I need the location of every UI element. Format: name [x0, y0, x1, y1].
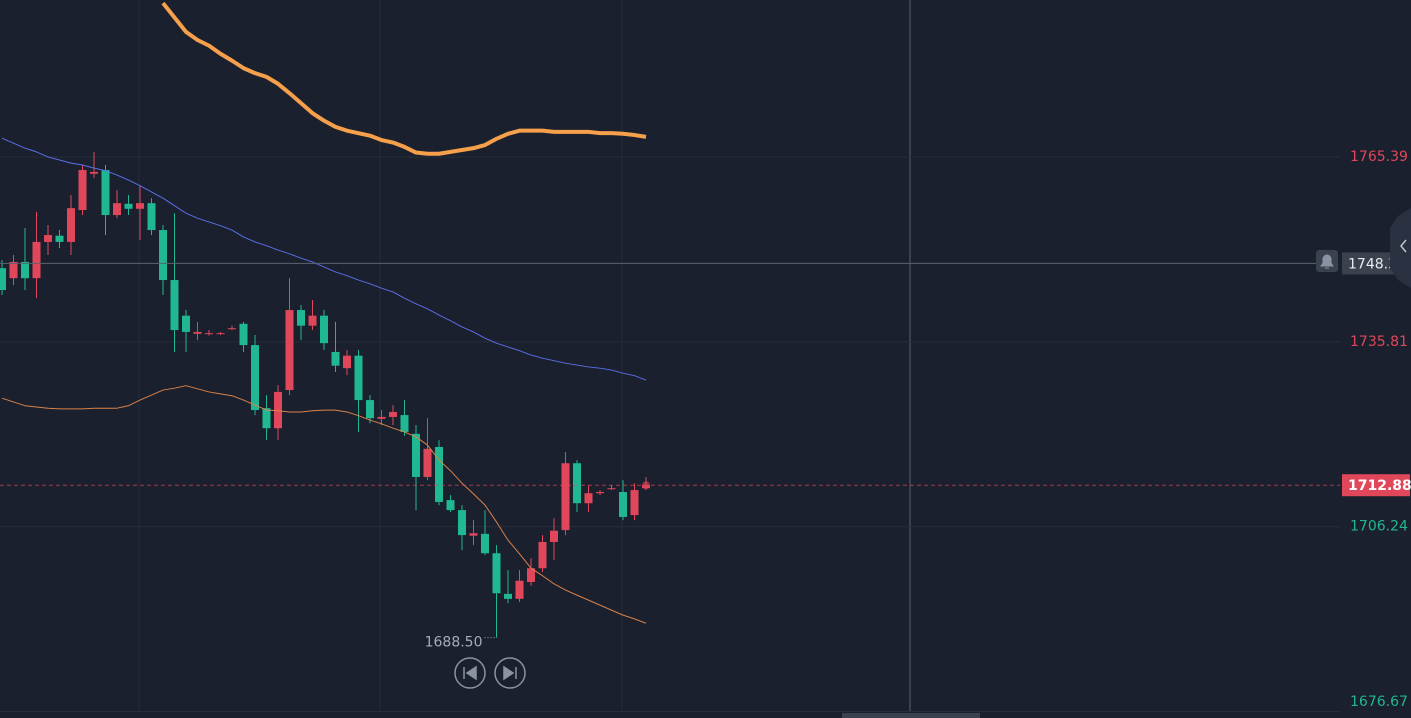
- candle-body: [262, 408, 271, 429]
- candle-body: [90, 171, 98, 174]
- next-button[interactable]: [494, 657, 526, 689]
- crosshair-badge: [1342, 252, 1404, 275]
- bell-icon: [1320, 254, 1334, 269]
- candle-body: [193, 331, 202, 334]
- candle-body: [113, 203, 121, 216]
- candle-body: [435, 446, 443, 502]
- candle-body: [182, 315, 190, 332]
- candle-body: [32, 241, 41, 279]
- candle-body: [573, 463, 581, 504]
- candle-body: [124, 203, 133, 209]
- candle-body: [147, 203, 156, 231]
- prev-icon: [463, 665, 477, 681]
- replay-buttons[interactable]: [454, 657, 526, 689]
- candle-body: [354, 355, 363, 401]
- candle-body: [67, 208, 75, 242]
- candle-body: [366, 400, 374, 419]
- candle-body: [101, 170, 110, 216]
- candle-body: [607, 488, 616, 490]
- candle-body: [458, 510, 466, 536]
- candle-body: [504, 593, 512, 599]
- candle-body: [584, 493, 593, 504]
- candle-body: [515, 580, 524, 599]
- candle-body: [170, 280, 179, 331]
- candle-body: [619, 491, 627, 517]
- candle-body: [78, 170, 87, 211]
- y-tick-label: 1765.39: [1350, 149, 1408, 165]
- low-annotation: 1688.50: [425, 635, 483, 651]
- candle-body: [446, 500, 455, 511]
- candle-body: [469, 533, 478, 536]
- candle-body: [216, 333, 225, 335]
- candle-body: [331, 351, 340, 366]
- candle-body: [21, 261, 29, 279]
- side-panel-toggle[interactable]: [1390, 208, 1411, 288]
- candle-body: [412, 433, 420, 477]
- scrollbar[interactable]: [842, 713, 980, 718]
- candle-body: [55, 235, 64, 242]
- candle-body: [492, 553, 501, 594]
- last-price-dot: [642, 481, 650, 490]
- candle-body: [343, 355, 351, 369]
- chevron: [1400, 239, 1407, 253]
- candle-body: [550, 530, 558, 542]
- candle-body: [596, 491, 604, 494]
- y-tick-label: 1676.67: [1350, 694, 1408, 710]
- candle-body: [159, 230, 167, 281]
- candle-body: [0, 268, 6, 291]
- candle-body: [377, 416, 386, 419]
- prev-button[interactable]: [454, 657, 486, 689]
- candle-body: [538, 541, 547, 569]
- candle-body: [205, 333, 213, 335]
- candle-body: [239, 323, 248, 346]
- candle-body: [527, 568, 535, 582]
- y-tick-label: 1706.24: [1350, 519, 1408, 535]
- next-icon: [503, 665, 517, 681]
- candle-body: [9, 261, 18, 279]
- candle-body: [389, 411, 397, 417]
- candle-body: [228, 328, 236, 330]
- moving-average: [161, 1, 647, 156]
- candle-body: [274, 391, 282, 429]
- moving-average: [1, 137, 647, 381]
- moving-average: [1, 385, 647, 624]
- candle-body: [320, 315, 328, 344]
- y-tick-label: 1735.81: [1350, 334, 1408, 350]
- last-price-label: 1712.88: [1348, 478, 1411, 494]
- candle-body: [561, 463, 570, 531]
- candle-body: [251, 345, 259, 411]
- candle-body: [136, 203, 144, 209]
- candle-body: [481, 533, 489, 554]
- candle-body: [400, 415, 409, 432]
- candle-body: [297, 310, 305, 326]
- candle-body: [308, 315, 317, 326]
- candle-body: [630, 490, 639, 516]
- candle-body: [285, 310, 294, 391]
- candle-body: [44, 235, 52, 242]
- candle-body: [423, 448, 432, 477]
- last-price-badge: [1342, 474, 1410, 497]
